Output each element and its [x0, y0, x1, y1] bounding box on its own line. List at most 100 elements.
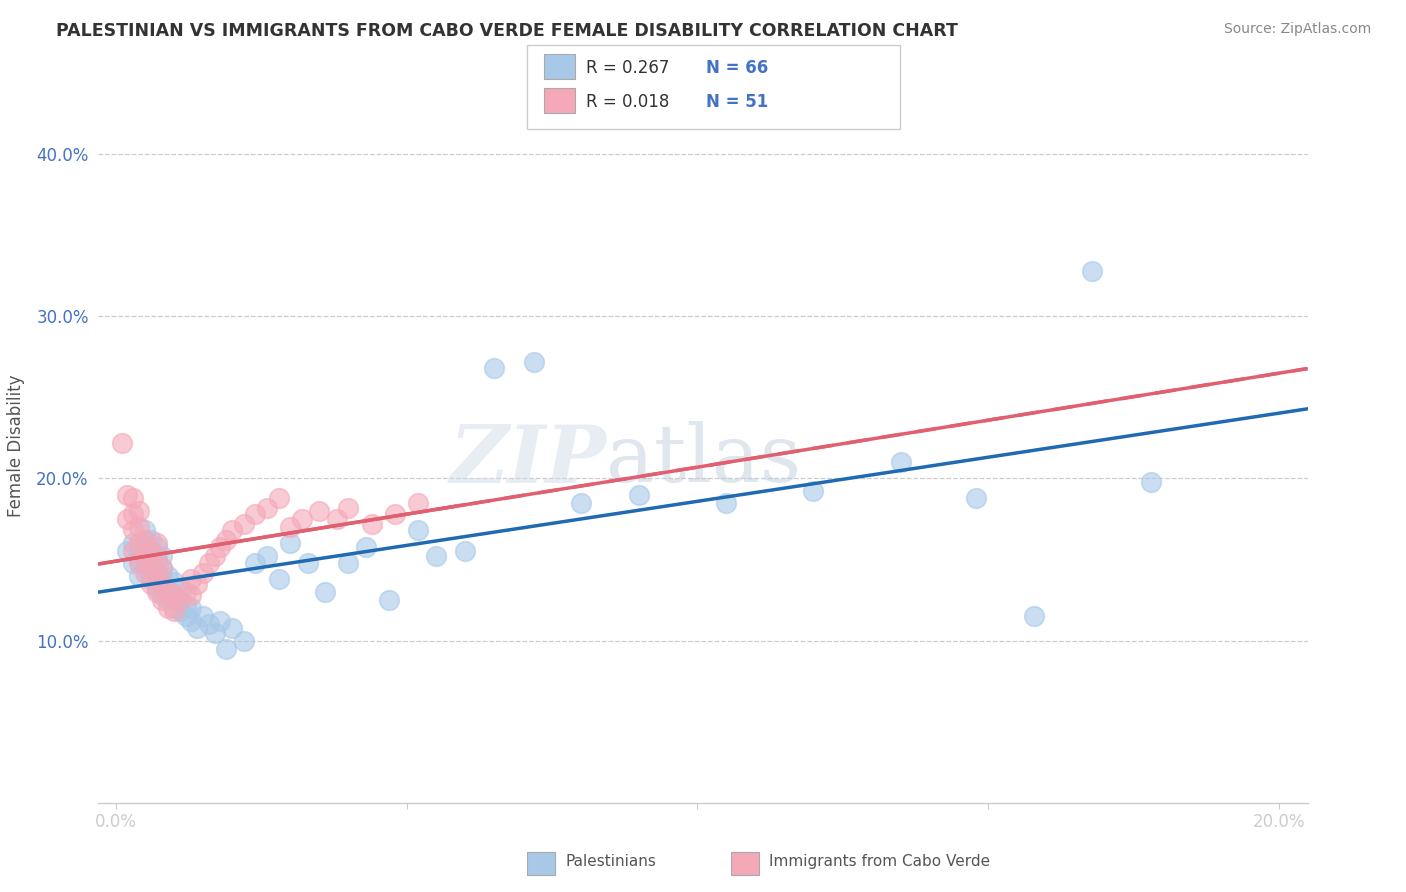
- Point: [117, 544, 139, 558]
- Point: [150, 572, 173, 586]
- Point: [150, 560, 173, 574]
- Point: [134, 524, 156, 538]
- Point: [1139, 475, 1161, 489]
- Point: [204, 625, 226, 640]
- Point: [406, 524, 429, 538]
- Point: [150, 549, 173, 564]
- Text: Palestinians: Palestinians: [565, 855, 657, 869]
- Point: [314, 585, 336, 599]
- Point: [360, 516, 382, 531]
- Point: [384, 507, 406, 521]
- Point: [209, 614, 232, 628]
- Point: [198, 617, 221, 632]
- Point: [453, 544, 475, 558]
- Point: [122, 491, 145, 505]
- Point: [169, 582, 191, 596]
- Point: [256, 549, 278, 564]
- Point: [128, 520, 150, 534]
- Point: [180, 601, 202, 615]
- Point: [169, 604, 191, 618]
- Point: [163, 588, 186, 602]
- Point: [145, 540, 167, 554]
- Point: [169, 593, 191, 607]
- Point: [180, 588, 202, 602]
- Point: [180, 614, 202, 628]
- Text: PALESTINIAN VS IMMIGRANTS FROM CABO VERDE FEMALE DISABILITY CORRELATION CHART: PALESTINIAN VS IMMIGRANTS FROM CABO VERD…: [56, 22, 957, 40]
- Point: [128, 540, 150, 554]
- Point: [256, 500, 278, 515]
- Point: [215, 533, 238, 547]
- Text: N = 51: N = 51: [706, 93, 768, 111]
- Point: [157, 601, 180, 615]
- Point: [139, 572, 162, 586]
- Point: [569, 496, 592, 510]
- Point: [215, 641, 238, 656]
- Point: [139, 560, 162, 574]
- Point: [297, 556, 319, 570]
- Point: [378, 593, 401, 607]
- Point: [890, 455, 912, 469]
- Point: [139, 556, 162, 570]
- Text: Source: ZipAtlas.com: Source: ZipAtlas.com: [1223, 22, 1371, 37]
- Point: [145, 585, 167, 599]
- Point: [128, 552, 150, 566]
- Point: [232, 633, 254, 648]
- Point: [163, 588, 186, 602]
- Point: [163, 601, 186, 615]
- Point: [145, 568, 167, 582]
- Point: [198, 556, 221, 570]
- Point: [134, 533, 156, 547]
- Point: [122, 544, 145, 558]
- Point: [337, 556, 360, 570]
- Point: [278, 520, 301, 534]
- Point: [278, 536, 301, 550]
- Point: [122, 536, 145, 550]
- Point: [482, 361, 505, 376]
- Point: [157, 585, 180, 599]
- Point: [326, 512, 349, 526]
- Point: [122, 507, 145, 521]
- Point: [523, 354, 546, 368]
- Point: [180, 572, 202, 586]
- Point: [150, 588, 173, 602]
- Point: [157, 582, 180, 596]
- Text: Immigrants from Cabo Verde: Immigrants from Cabo Verde: [769, 855, 990, 869]
- Point: [163, 604, 186, 618]
- Point: [425, 549, 447, 564]
- Point: [204, 549, 226, 564]
- Point: [803, 484, 825, 499]
- Text: R = 0.018: R = 0.018: [586, 93, 669, 111]
- Point: [128, 556, 150, 570]
- Point: [186, 577, 208, 591]
- Point: [139, 577, 162, 591]
- Point: [150, 560, 173, 574]
- Point: [186, 621, 208, 635]
- Point: [716, 496, 738, 510]
- Point: [337, 500, 360, 515]
- Point: [134, 560, 156, 574]
- Point: [117, 488, 139, 502]
- Point: [145, 582, 167, 596]
- Point: [117, 512, 139, 526]
- Point: [267, 491, 290, 505]
- Point: [157, 568, 180, 582]
- Point: [174, 609, 197, 624]
- Text: ZIP: ZIP: [450, 422, 606, 499]
- Point: [267, 572, 290, 586]
- Point: [291, 512, 314, 526]
- Point: [245, 556, 267, 570]
- Point: [245, 507, 267, 521]
- Point: [628, 488, 651, 502]
- Point: [150, 577, 173, 591]
- Point: [128, 504, 150, 518]
- Point: [145, 552, 167, 566]
- Point: [111, 435, 134, 450]
- Point: [122, 524, 145, 538]
- Point: [221, 621, 243, 635]
- Point: [1024, 609, 1046, 624]
- Point: [354, 540, 377, 554]
- Point: [122, 556, 145, 570]
- Point: [232, 516, 254, 531]
- Text: R = 0.267: R = 0.267: [586, 59, 669, 77]
- Point: [157, 593, 180, 607]
